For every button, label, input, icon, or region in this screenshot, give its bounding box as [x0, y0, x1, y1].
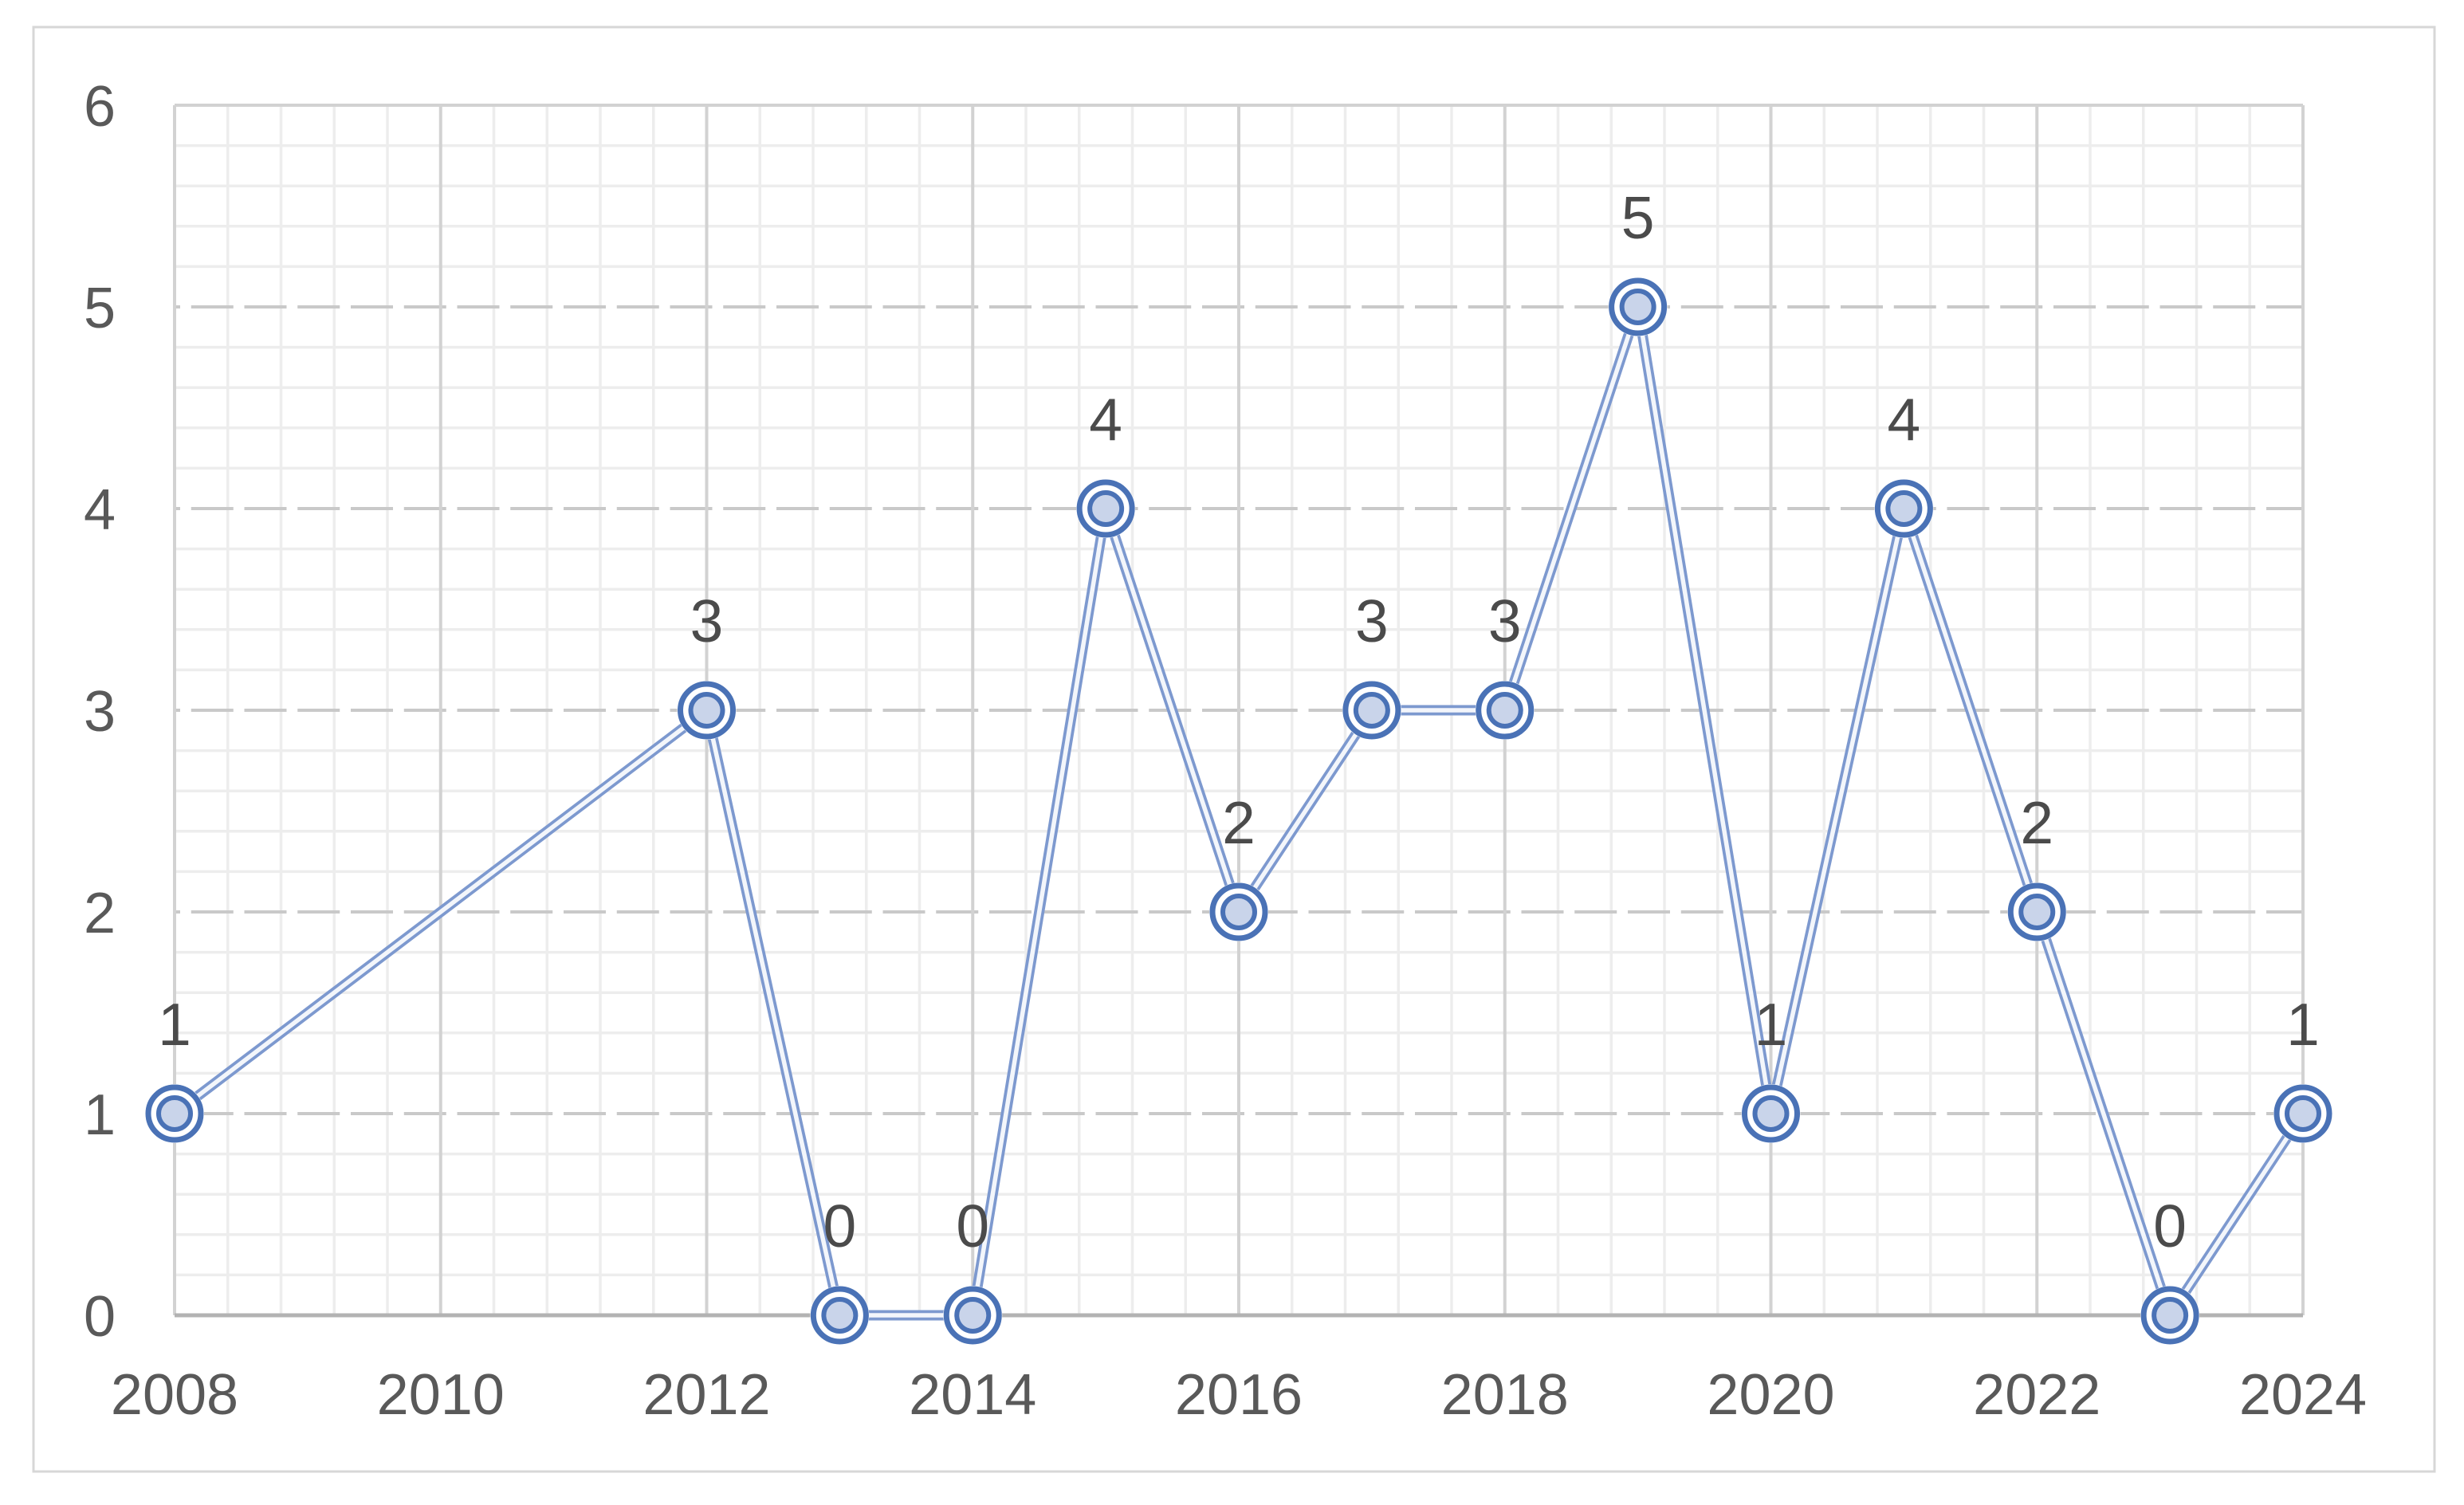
data-label: 4	[1888, 386, 1921, 453]
data-label: 3	[1488, 587, 1522, 654]
y-axis-tick-label: 4	[84, 478, 116, 542]
data-label: 2	[1222, 789, 1256, 856]
data-point-marker-inner-ring	[2285, 1095, 2321, 1132]
x-axis-tick-label: 2016	[1175, 1363, 1303, 1427]
data-label: 5	[1621, 184, 1655, 251]
data-point-marker-inner-ring	[821, 1297, 859, 1334]
data-point-marker-inner-ring	[1087, 490, 1125, 527]
data-point-marker-inner-ring	[1885, 490, 1923, 527]
y-axis-tick-label: 5	[84, 277, 116, 340]
x-axis-tick-label: 2022	[1973, 1363, 2100, 1427]
y-axis-tick-label: 0	[84, 1285, 116, 1349]
chart-area-border	[32, 26, 2436, 1473]
data-label: 0	[2153, 1193, 2187, 1259]
data-label: 3	[690, 587, 724, 654]
data-point-marker-inner-ring	[156, 1095, 193, 1132]
x-axis-tick-label: 2018	[1441, 1363, 1569, 1427]
data-point-marker-inner-ring	[1619, 289, 1656, 325]
data-point-marker-inner-ring	[2018, 894, 2056, 930]
x-axis-tick-label: 2024	[2239, 1363, 2367, 1427]
x-axis-tick-label: 2008	[111, 1363, 238, 1427]
data-point-marker-inner-ring	[688, 692, 725, 729]
data-label: 2	[2020, 789, 2053, 856]
data-point-marker-inner-ring	[954, 1297, 992, 1334]
x-axis-tick-label: 2020	[1707, 1363, 1834, 1427]
data-label: 0	[823, 1193, 857, 1259]
data-label: 0	[956, 1193, 989, 1259]
data-point-marker-inner-ring	[1353, 692, 1390, 729]
x-axis-tick-label: 2010	[377, 1363, 505, 1427]
data-label: 1	[158, 991, 191, 1058]
data-point-marker-inner-ring	[1220, 894, 1257, 930]
x-axis-tick-label: 2012	[643, 1363, 770, 1427]
y-axis-tick-label: 6	[84, 75, 116, 139]
y-axis-tick-label: 1	[84, 1083, 116, 1147]
data-label: 1	[2286, 991, 2320, 1058]
data-label: 4	[1089, 386, 1122, 453]
data-label: 1	[1755, 991, 1788, 1058]
data-point-marker-inner-ring	[1486, 692, 1523, 729]
y-axis-tick-label: 3	[84, 680, 116, 744]
data-label: 3	[1355, 587, 1389, 654]
data-point-marker-inner-ring	[1752, 1095, 1790, 1132]
y-axis-tick-label: 2	[84, 882, 116, 945]
x-axis-tick-label: 2014	[909, 1363, 1036, 1427]
data-point-marker-inner-ring	[2152, 1297, 2189, 1334]
